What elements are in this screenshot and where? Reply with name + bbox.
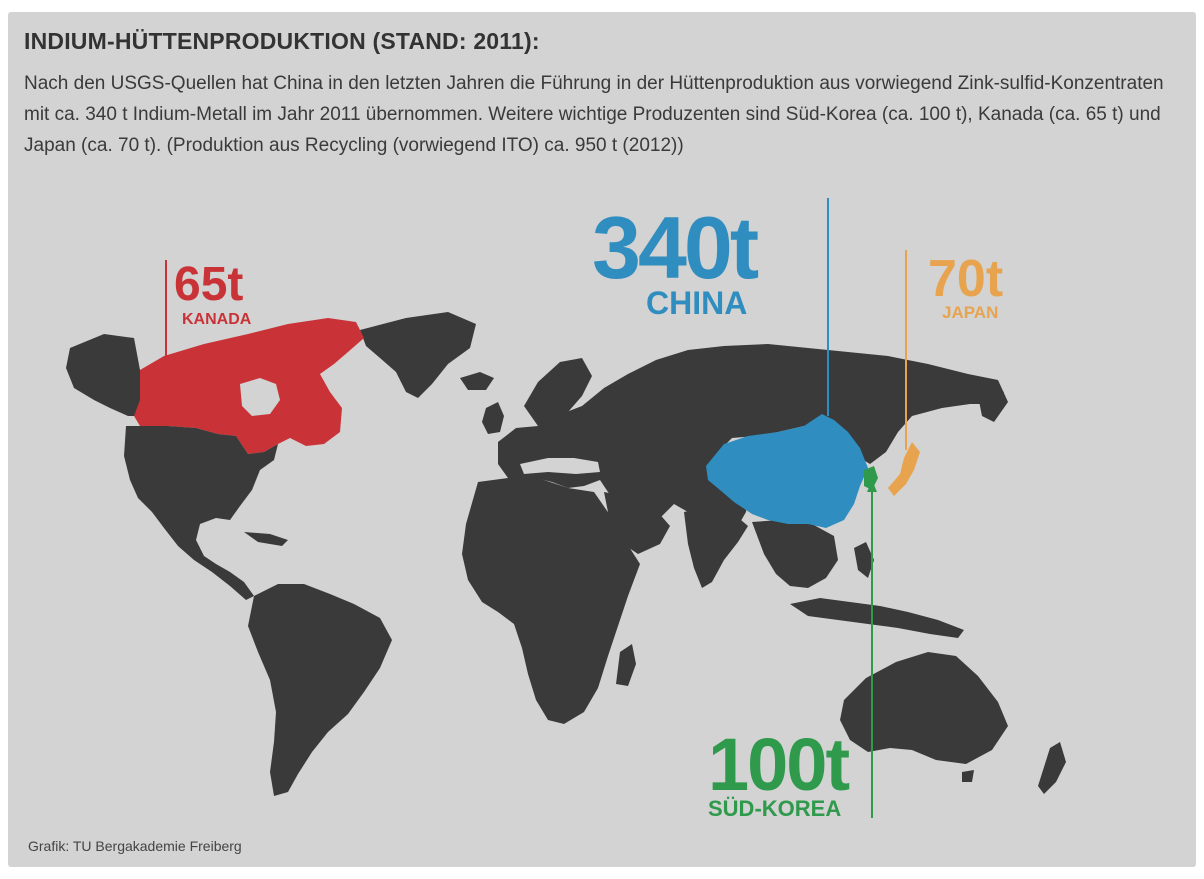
canada-value: 65t (174, 258, 243, 311)
madagascar (616, 644, 636, 686)
japan-value: 70t (928, 250, 1003, 308)
philippines (854, 542, 874, 578)
korea-country: SÜD-KOREA (708, 796, 841, 821)
australia (840, 652, 1008, 764)
africa (462, 478, 640, 724)
kamchatka (968, 374, 1008, 422)
china-value: 340t (592, 198, 759, 297)
japan (888, 442, 920, 496)
uk (482, 402, 504, 434)
eurasia (498, 344, 1004, 546)
credit-text: Grafik: TU Bergakademie Freiberg (28, 838, 242, 854)
page-description: Nach den USGS-Quellen hat China in den l… (24, 73, 1164, 156)
china-country: CHINA (646, 285, 747, 321)
south-korea (864, 466, 878, 490)
infographic-panel: 65t KANADA 340t CHINA 70t JAPAN 100t SÜD… (8, 12, 1196, 867)
tasmania (962, 770, 974, 782)
indonesia (790, 598, 964, 638)
south-america (248, 584, 392, 796)
caribbean (244, 532, 288, 546)
greenland (360, 312, 476, 398)
usa-mexico (124, 426, 278, 600)
canada-country: KANADA (182, 311, 252, 328)
southeast-asia (752, 520, 838, 588)
china (706, 414, 868, 528)
hudson-bay (240, 378, 280, 416)
india (684, 506, 748, 588)
korea-value: 100t (708, 723, 849, 806)
korea-arrow-head (867, 480, 877, 492)
scandinavia (524, 358, 592, 426)
mediterranean (520, 458, 600, 474)
page-title: INDIUM-HÜTTENPRODUKTION (STAND: 2011): (24, 28, 540, 54)
world-map: 65t KANADA 340t CHINA 70t JAPAN 100t SÜD… (66, 198, 1066, 821)
new-zealand (1038, 742, 1066, 794)
japan-country: JAPAN (942, 303, 998, 322)
iceland (460, 372, 494, 390)
alaska (66, 334, 140, 416)
